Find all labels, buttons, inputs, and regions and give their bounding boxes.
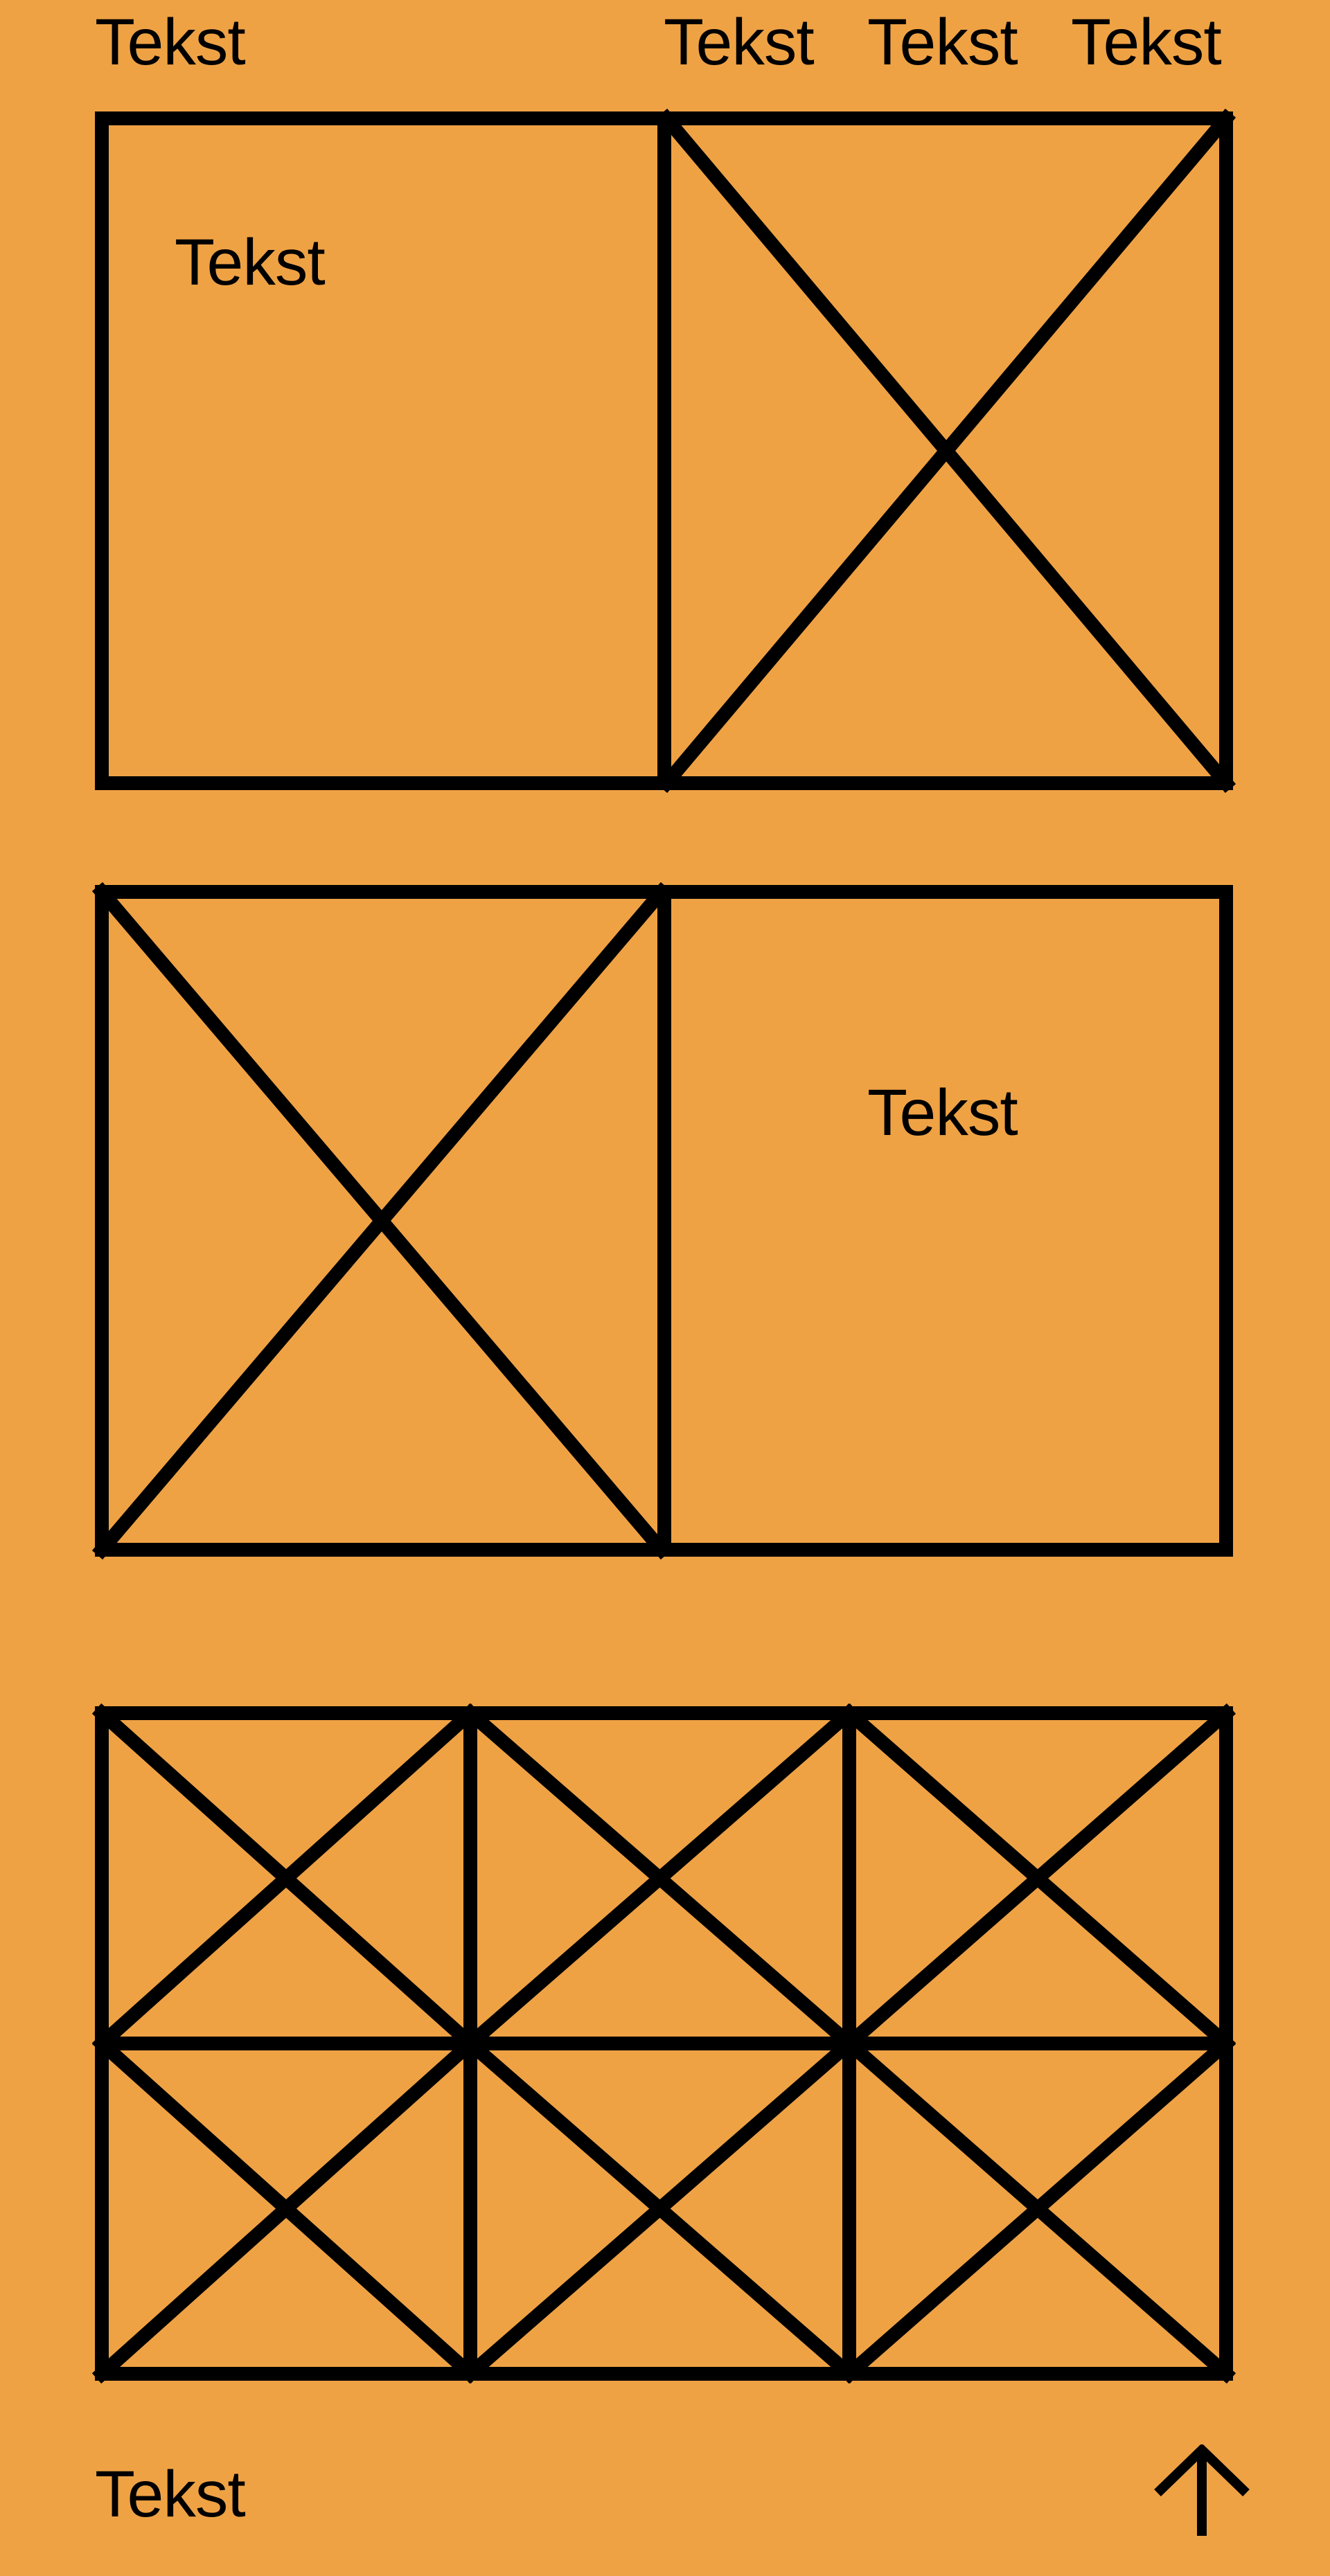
arrow-up-icon[interactable] xyxy=(1153,2444,1250,2541)
nav-link-1[interactable]: Tekst xyxy=(664,6,815,79)
placeholder-diagonal xyxy=(91,2033,481,2384)
nav-link-3[interactable]: Tekst xyxy=(1071,6,1222,79)
block-2-text: Tekst xyxy=(867,1076,1018,1150)
block-1-image-placeholder[interactable] xyxy=(656,108,1236,794)
placeholder-diagonal xyxy=(460,1703,860,2054)
gallery-cell-4[interactable] xyxy=(91,2033,481,2384)
gallery-cell-5[interactable] xyxy=(460,2033,860,2384)
placeholder-diagonal xyxy=(460,2033,860,2384)
block-2-image-placeholder[interactable] xyxy=(91,882,672,1560)
gallery-cell-6[interactable] xyxy=(839,2033,1236,2384)
block-3-gallery-grid xyxy=(91,1703,1236,2384)
block-2 xyxy=(91,882,1233,1560)
footer-text: Tekst xyxy=(95,2458,246,2531)
placeholder-diagonal xyxy=(656,108,1236,794)
block-1 xyxy=(95,108,1236,794)
placeholder-diagonal xyxy=(91,1703,481,2054)
placeholder-diagonal xyxy=(91,882,672,1560)
placeholder-diagonal xyxy=(839,2033,1236,2384)
arrow-up-head xyxy=(1154,2444,1250,2497)
placeholder-diagonal xyxy=(839,1703,1236,2054)
block-1-text: Tekst xyxy=(175,226,326,299)
gallery-cell-3[interactable] xyxy=(839,1703,1236,2054)
gallery-cell-1[interactable] xyxy=(91,1703,481,2054)
site-logo-text[interactable]: Tekst xyxy=(95,6,246,79)
nav-link-2[interactable]: Tekst xyxy=(867,6,1018,79)
gallery-cell-2[interactable] xyxy=(460,1703,860,2054)
